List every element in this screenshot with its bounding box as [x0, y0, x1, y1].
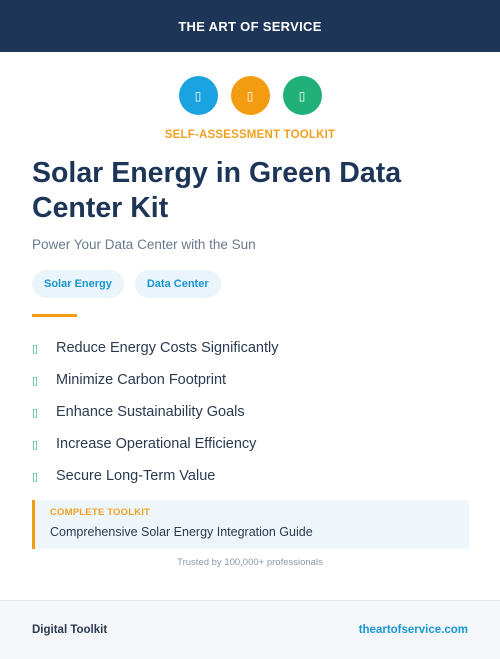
check-icon: ▯: [32, 373, 39, 387]
benefit-item: ▯ Reduce Energy Costs Significantly: [32, 332, 472, 364]
benefit-item: ▯ Minimize Carbon Footprint: [32, 364, 472, 396]
page-title: Solar Energy in Green Data Center Kit: [32, 157, 402, 224]
check-icon: ▯: [32, 437, 39, 451]
benefit-text: Secure Long-Term Value: [56, 468, 216, 484]
benefit-item: ▯ Enhance Sustainability Goals: [32, 396, 472, 428]
footer: Digital Toolkit theartofservice.com: [0, 600, 500, 659]
benefit-list: ▯ Reduce Energy Costs Significantly ▯ Mi…: [32, 332, 472, 492]
top-banner: THE ART OF SERVICE: [0, 0, 500, 52]
check-icon: ▯: [32, 469, 39, 483]
tag-list: Solar Energy Data Center: [32, 270, 221, 298]
trust-note: Trusted by 100,000+ professionals: [177, 557, 323, 568]
callout-label: COMPLETE TOOLKIT: [50, 507, 151, 518]
icon-row: ▯ ▯ ▯: [0, 76, 500, 115]
toolkit-callout: COMPLETE TOOLKIT Comprehensive Solar Ene…: [32, 500, 469, 549]
lightning-icon: ▯: [230, 76, 270, 115]
solar-panel-icon: ▯: [178, 76, 218, 115]
toolkit-kicker: SELF-ASSESSMENT TOOLKIT: [164, 129, 336, 141]
leaf-icon: ▯: [282, 76, 322, 115]
callout-description: Comprehensive Solar Energy Integration G…: [50, 525, 313, 539]
check-icon: ▯: [32, 405, 39, 419]
brand-name: THE ART OF SERVICE: [178, 18, 322, 34]
footer-website-link[interactable]: theartofservice.com: [358, 624, 468, 636]
benefit-text: Minimize Carbon Footprint: [56, 372, 227, 388]
tag-solar-energy: Solar Energy: [32, 270, 124, 298]
accent-divider: [32, 314, 77, 317]
benefit-item: ▯ Increase Operational Efficiency: [32, 428, 472, 460]
benefit-text: Increase Operational Efficiency: [56, 436, 257, 452]
lightning-icon-glyph: ▯: [246, 88, 254, 103]
check-icon: ▯: [32, 341, 39, 355]
benefit-item: ▯ Secure Long-Term Value: [32, 460, 472, 492]
page-subtitle: Power Your Data Center with the Sun: [32, 237, 256, 252]
tag-data-center: Data Center: [134, 270, 221, 298]
leaf-icon-glyph: ▯: [298, 88, 306, 103]
benefit-text: Enhance Sustainability Goals: [56, 404, 245, 420]
benefit-text: Reduce Energy Costs Significantly: [56, 340, 279, 356]
footer-product-type: Digital Toolkit: [32, 624, 108, 636]
solar-panel-icon-glyph: ▯: [194, 88, 202, 103]
